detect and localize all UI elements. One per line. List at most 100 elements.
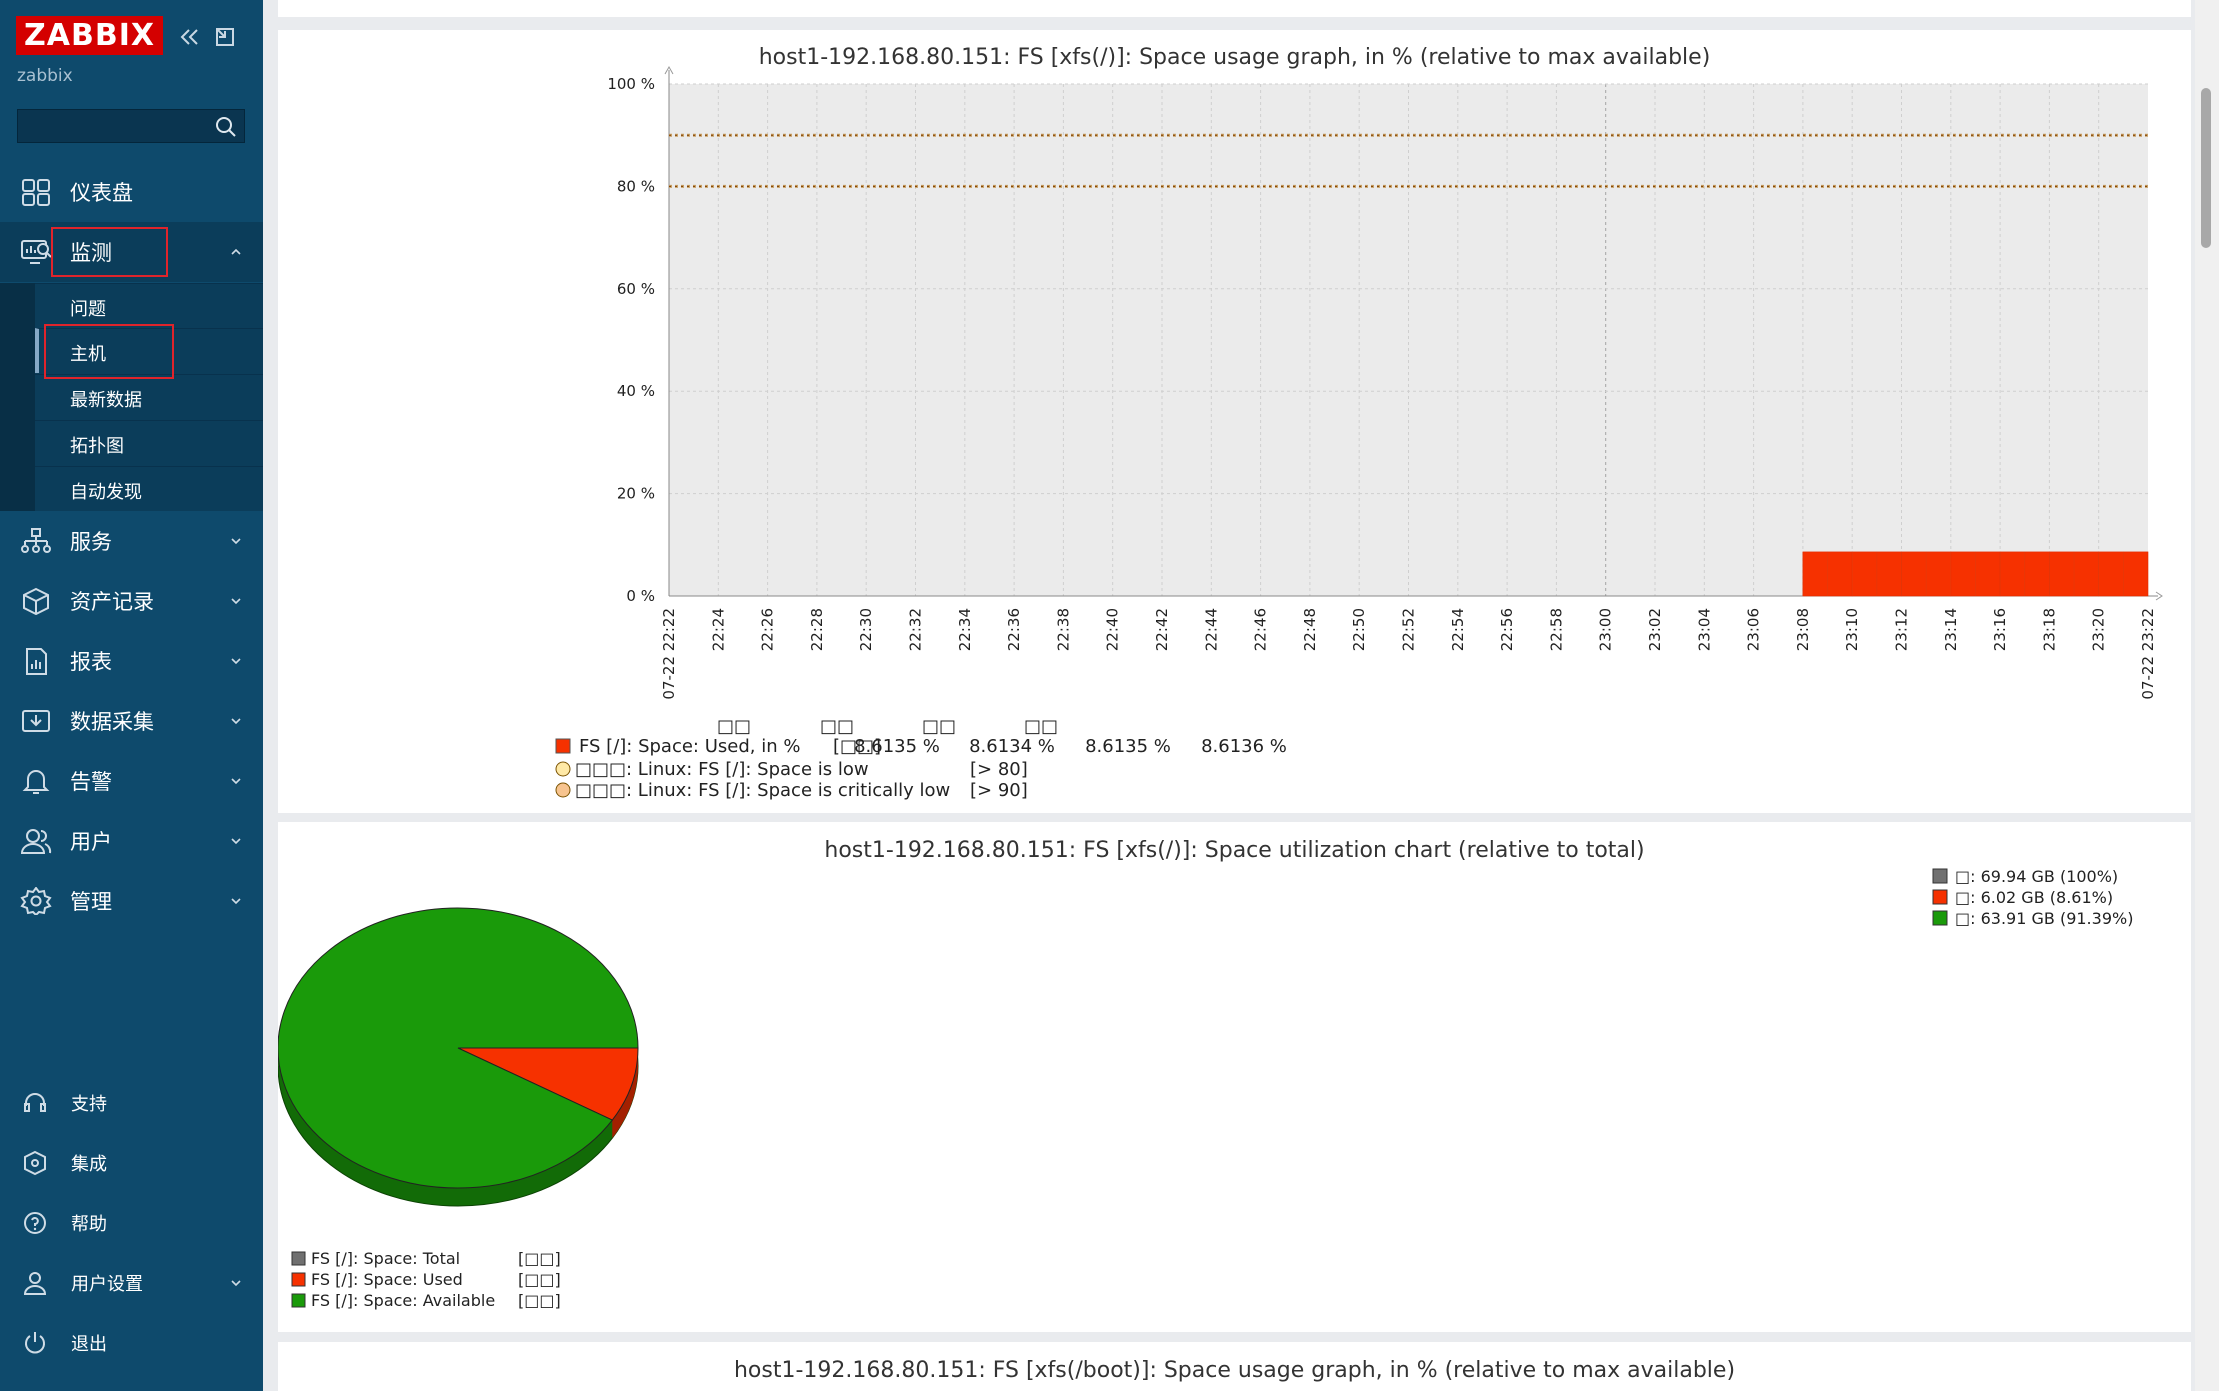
pie-slice [278, 907, 639, 1189]
x-tick-label: 23:14 [1942, 608, 1960, 651]
legend-item-label: FS [/]: Space: Used, in % [579, 736, 800, 757]
headset-icon [24, 1093, 46, 1112]
x-tick-label: 23:10 [1843, 608, 1861, 651]
space-usage-graph[interactable]: 22:24 22:26 22:28 22:30 22:32 22:34 22:36 22:38… [278, 30, 2191, 813]
x-tick-label: 22:34 [956, 608, 974, 651]
space-utilization-pie-chart[interactable]: □: 69.94 GB (100%) □: 6.02 GB (8.61%) □: 6… [278, 822, 2191, 1332]
x-tick-label: 22:48 [1301, 608, 1319, 651]
search-icon[interactable] [214, 115, 238, 139]
legend-column-header: □□ [717, 716, 751, 737]
monitoring-submenu: 问题 主机 最新数据 拓扑图 自动发现 [0, 283, 263, 511]
menu-monitoring[interactable]: 监测 [0, 222, 263, 282]
chevron-down-icon [231, 658, 241, 665]
graph-panel-space-usage: host1-192.168.80.151: FS [xfs(/)]: Space… [278, 30, 2191, 813]
menu-dashboard-label: 仪表盘 [70, 181, 133, 205]
x-tick-label: 22:46 [1252, 608, 1270, 651]
y-axis-arrow [664, 65, 674, 75]
scrollbar-thumb[interactable] [2201, 88, 2211, 248]
power-icon [25, 1332, 45, 1354]
x-end-label: 07-22 23:22 [2139, 608, 2157, 700]
legend-func: [□□] [518, 1291, 561, 1310]
menu-help[interactable]: 帮助 [0, 1197, 263, 1249]
submenu-item-problems[interactable]: 问题 [35, 283, 263, 328]
menu-monitoring-label: 监测 [70, 241, 112, 265]
menu-reports[interactable]: 报表 [0, 631, 263, 691]
graph-panel-space-utilization: host1-192.168.80.151: FS [xfs(/)]: Space… [278, 822, 2191, 1332]
menu-alerts-label: 告警 [70, 770, 112, 794]
menu-logout[interactable]: 退出 [0, 1317, 263, 1369]
legend-swatch [1932, 889, 1948, 905]
submenu-item-label: 自动发现 [70, 482, 142, 503]
menu-inventory[interactable]: 资产记录 [0, 571, 263, 631]
menu-alerts[interactable]: 告警 [0, 751, 263, 811]
sidebar-search-input[interactable] [17, 109, 245, 143]
x-tick-label: 23:00 [1597, 608, 1615, 651]
x-tick-label: 22:24 [709, 608, 727, 651]
sidebar: ZABBIX zabbix 仪表盘 监测 [0, 0, 263, 1391]
legend-swatch [1932, 910, 1948, 926]
submenu-item-discovery[interactable]: 自动发现 [35, 466, 263, 511]
legend-item-label: FS [/]: Space: Available [311, 1291, 495, 1310]
x-tick-label: 22:42 [1153, 608, 1171, 651]
trigger-marker [555, 782, 571, 798]
legend-swatch [291, 1251, 306, 1266]
x-start-label: 07-22 22:22 [660, 608, 678, 700]
collapse-sidebar-icon[interactable] [179, 26, 201, 48]
graph-panel-boot-space-usage: host1-192.168.80.151: FS [xfs(/boot)]: S… [278, 1342, 2191, 1391]
y-tick-label: 80 % [617, 177, 655, 195]
gear-icon [20, 887, 52, 915]
x-tick-label: 22:54 [1449, 608, 1467, 651]
users-icon [20, 829, 52, 854]
x-tick-label: 22:28 [808, 608, 826, 651]
submenu-item-maps[interactable]: 拓扑图 [35, 420, 263, 465]
menu-user-settings-label: 用户设置 [71, 1274, 143, 1295]
x-tick-label: 22:58 [1547, 608, 1565, 651]
services-icon [21, 528, 51, 553]
legend-column-header: □□ [820, 716, 854, 737]
y-tick-label: 100 % [607, 75, 655, 93]
page-scrollbar[interactable] [2195, 0, 2219, 1391]
chevron-down-icon [231, 718, 241, 725]
chevron-down-icon [231, 598, 241, 605]
x-tick-label: 22:52 [1400, 608, 1418, 651]
menu-integrations[interactable]: 集成 [0, 1137, 263, 1189]
menu-data-collection-label: 数据采集 [70, 710, 154, 734]
chevron-down-icon [231, 778, 241, 785]
submenu-indent-bar [0, 283, 35, 511]
menu-inventory-label: 资产记录 [70, 590, 154, 614]
x-tick-label: 22:50 [1350, 608, 1368, 651]
highlight-box-hosts [44, 324, 174, 379]
menu-support-label: 支持 [71, 1094, 107, 1115]
legend-column-header: □□ [922, 716, 956, 737]
legend-value: 8.6135 % [1085, 736, 1171, 757]
menu-user-settings[interactable]: 用户设置 [0, 1257, 263, 1309]
x-tick-label: 22:56 [1498, 608, 1516, 651]
menu-administration[interactable]: 管理 [0, 871, 263, 931]
menu-services[interactable]: 服务 [0, 511, 263, 571]
chevron-down-icon [231, 838, 241, 845]
submenu-item-latest-data[interactable]: 最新数据 [35, 374, 263, 419]
x-tick-label: 22:26 [759, 608, 777, 651]
x-tick-label: 23:18 [2040, 608, 2058, 651]
kiosk-mode-icon[interactable] [214, 26, 236, 48]
bell-icon [22, 770, 50, 794]
legend-item-label: FS [/]: Space: Total [311, 1249, 460, 1268]
help-icon [24, 1212, 46, 1234]
chevron-down-icon [231, 898, 241, 905]
menu-dashboard[interactable]: 仪表盘 [0, 162, 263, 222]
zabbix-logo[interactable]: ZABBIX [16, 16, 163, 55]
menu-support[interactable]: 支持 [0, 1077, 263, 1129]
x-tick-label: 22:38 [1054, 608, 1072, 651]
trigger-threshold: [> 80] [970, 759, 1028, 780]
menu-users[interactable]: 用户 [0, 811, 263, 871]
x-tick-label: 23:20 [2090, 608, 2108, 651]
x-tick-label: 23:04 [1695, 608, 1713, 651]
graph-title: host1-192.168.80.151: FS [xfs(/)]: Space… [824, 838, 1645, 863]
legend-func: [□□] [518, 1270, 561, 1289]
submenu-item-hosts[interactable]: 主机 [35, 328, 263, 373]
x-tick-label: 22:36 [1005, 608, 1023, 651]
legend-column-header: □□ [1024, 716, 1058, 737]
graph-title: host1-192.168.80.151: FS [xfs(/)]: Space… [758, 45, 1711, 70]
legend-swatch [291, 1272, 306, 1287]
menu-data-collection[interactable]: 数据采集 [0, 691, 263, 751]
